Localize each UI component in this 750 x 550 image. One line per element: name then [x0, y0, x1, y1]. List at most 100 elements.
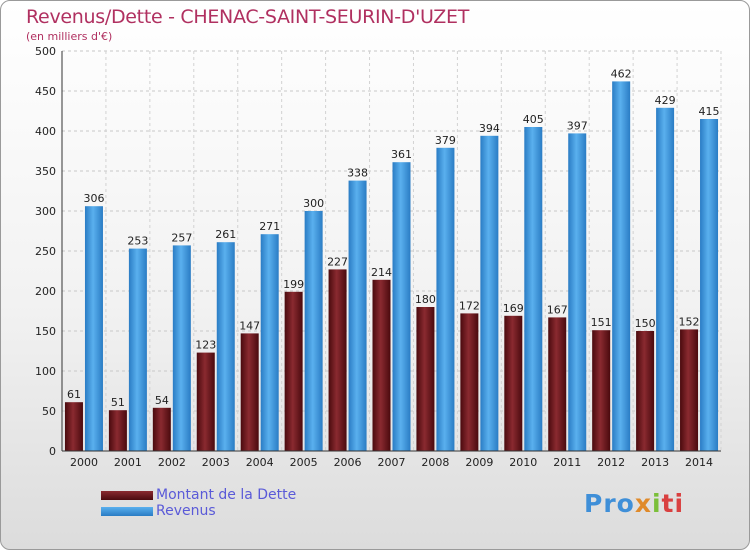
bar-dette [504, 315, 523, 451]
value-label-dette: 151 [591, 316, 612, 329]
value-label-revenus: 394 [479, 122, 500, 135]
x-tick-label: 2012 [597, 456, 625, 469]
bar-dette [328, 269, 347, 451]
chart-subtitle: (en milliers d'€) [26, 30, 113, 43]
value-label-revenus: 271 [259, 220, 280, 233]
logo-part-3: i [651, 489, 662, 518]
y-tick-label: 400 [35, 125, 56, 138]
x-tick-label: 2002 [158, 456, 186, 469]
bar-revenus [304, 211, 323, 451]
y-tick-label: 250 [35, 245, 56, 258]
y-tick-label: 100 [35, 365, 56, 378]
value-label-revenus: 306 [83, 192, 104, 205]
value-label-dette: 199 [283, 278, 304, 291]
bar-dette [680, 329, 699, 451]
value-label-revenus: 300 [303, 197, 324, 210]
grid-layer [61, 50, 722, 452]
bar-revenus [700, 119, 719, 451]
value-label-dette: 51 [111, 396, 125, 409]
value-label-dette: 152 [679, 315, 700, 328]
bar-revenus [612, 81, 631, 452]
y-tick-label: 200 [35, 285, 56, 298]
bar-dette [592, 330, 611, 451]
value-label-dette: 172 [459, 299, 480, 312]
legend-label-dette: Montant de la Dette [156, 487, 297, 503]
bar-dette [460, 313, 479, 451]
value-label-dette: 150 [635, 317, 656, 330]
value-label-revenus: 415 [699, 105, 720, 118]
legend-swatch-dette [101, 491, 153, 500]
logo-part-2: x [634, 489, 652, 518]
x-tick-label: 2005 [290, 456, 318, 469]
bar-dette [152, 407, 171, 451]
value-label-revenus: 379 [435, 134, 456, 147]
bar-revenus [260, 234, 279, 451]
x-tick-label: 2013 [641, 456, 669, 469]
bar-revenus [656, 107, 675, 452]
y-tick-label: 50 [42, 405, 56, 418]
legend-label-revenus: Revenus [156, 503, 216, 519]
x-tick-label: 2014 [685, 456, 713, 469]
chart-title: Revenus/Dette - CHENAC-SAINT-SEURIN-D'UZ… [26, 6, 470, 28]
y-tick-label: 350 [35, 165, 56, 178]
bar-layer: 61 306 51 253 54 257 123 261 147 271 199 300 227 338 2… [64, 67, 720, 452]
y-tick-label: 300 [35, 205, 56, 218]
value-label-revenus: 253 [127, 235, 148, 248]
value-label-dette: 147 [239, 319, 260, 332]
bar-revenus [128, 248, 147, 451]
bar-revenus [392, 162, 411, 451]
x-tick-label: 2001 [114, 456, 142, 469]
value-label-revenus: 338 [347, 167, 368, 180]
bar-revenus [524, 127, 543, 451]
bar-revenus [436, 147, 455, 452]
axis-layer: 0 50 100 150 200 250 300 350 400 450 500 2000 2001 20… [35, 45, 721, 469]
value-label-revenus: 429 [655, 94, 676, 107]
value-label-dette: 54 [155, 394, 169, 407]
bar-dette [108, 410, 127, 451]
value-label-dette: 169 [503, 302, 524, 315]
bar-revenus [348, 180, 367, 451]
x-tick-label: 2007 [378, 456, 406, 469]
bar-dette [196, 352, 215, 451]
x-tick-label: 2006 [334, 456, 362, 469]
bar-dette [64, 402, 83, 451]
bar-revenus [568, 133, 587, 451]
bar-revenus [84, 206, 103, 451]
legend-swatch-revenus [101, 507, 153, 516]
value-label-revenus: 257 [171, 231, 192, 244]
value-label-revenus: 462 [611, 67, 632, 80]
bar-dette [416, 307, 435, 451]
value-label-revenus: 405 [523, 113, 544, 126]
bar-dette [636, 331, 655, 451]
bar-dette [372, 279, 391, 451]
bar-dette [240, 333, 259, 451]
x-tick-label: 2004 [246, 456, 274, 469]
value-label-dette: 227 [327, 255, 348, 268]
value-label-dette: 61 [67, 388, 81, 401]
y-tick-label: 0 [49, 445, 56, 458]
x-tick-label: 2010 [509, 456, 537, 469]
logo-part-4: ti [661, 489, 685, 518]
x-tick-label: 2011 [553, 456, 581, 469]
y-tick-label: 450 [35, 85, 56, 98]
value-label-dette: 167 [547, 303, 568, 316]
x-tick-label: 2009 [465, 456, 493, 469]
bar-dette [284, 291, 303, 451]
value-label-revenus: 397 [567, 119, 588, 132]
bar-revenus [216, 242, 235, 451]
value-label-revenus: 261 [215, 228, 236, 241]
value-label-dette: 180 [415, 293, 436, 306]
value-label-revenus: 361 [391, 148, 412, 161]
bar-revenus [172, 245, 191, 451]
x-tick-label: 2003 [202, 456, 230, 469]
y-tick-label: 150 [35, 325, 56, 338]
bar-revenus [480, 135, 499, 452]
value-label-dette: 214 [371, 266, 392, 279]
y-tick-label: 500 [35, 45, 56, 58]
x-tick-label: 2000 [70, 456, 98, 469]
x-tick-label: 2008 [421, 456, 449, 469]
logo-part-1: Pro [584, 489, 635, 518]
proxiti-logo: Proxiti [584, 489, 684, 518]
